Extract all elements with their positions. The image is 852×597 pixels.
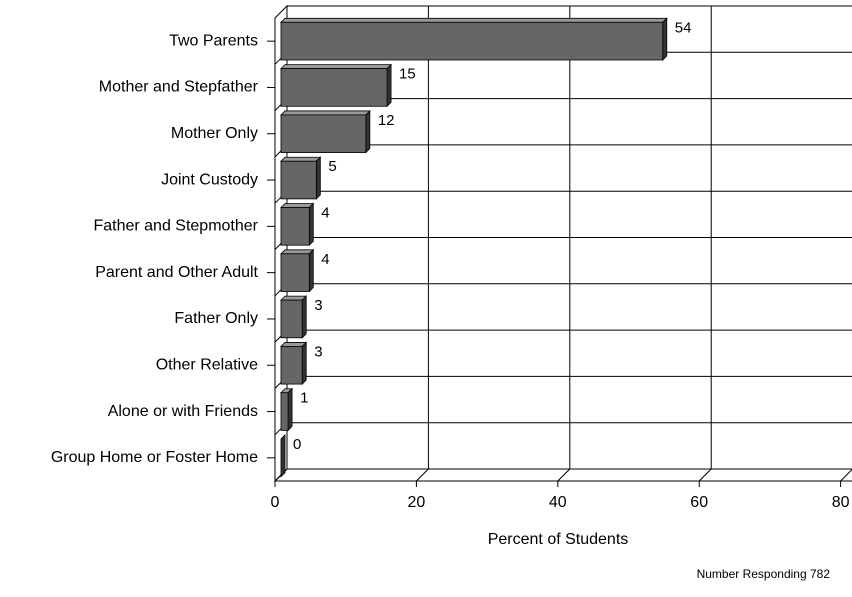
y-tick-label: Father and Stepmother [93,218,258,235]
floor-grid-line [698,468,712,482]
bar-face [280,160,317,200]
y-tick-label: Group Home or Foster Home [51,449,258,466]
x-tick-label: 60 [690,494,708,511]
value-label: 54 [675,19,692,36]
x-axis-label: Percent of Students [488,531,629,548]
floor-grid-line [557,468,571,482]
bar-face [280,299,303,339]
value-label: 12 [378,112,395,129]
value-label: 4 [321,251,329,268]
bar-face [280,346,303,385]
floor-grid-line [416,468,429,482]
y-tick-label: Two Parents [169,32,258,49]
y-tick-label: Other Relative [156,356,258,373]
bar-face [280,64,393,70]
bar [280,63,393,108]
bar-face [280,21,664,61]
value-label: 15 [399,66,416,83]
bar-face [308,202,314,247]
bar [280,156,322,200]
bar-face [280,68,388,107]
bar-face [662,17,668,61]
note: Number Responding 782 [697,567,831,581]
y-tick-label: Father Only [174,310,258,327]
bar-face [280,249,315,255]
y-tick-label: Mother Only [171,125,258,142]
bar-face [287,387,293,432]
bar-face [280,207,310,246]
y-tick-label: Alone or with Friends [108,403,258,420]
bar [280,434,286,478]
bar-face [301,295,307,339]
bar [280,295,308,339]
value-label: 3 [314,297,322,314]
bar [280,248,315,293]
value-label: 4 [321,204,329,221]
value-label: 5 [328,158,336,175]
y-tick-label: Parent and Other Adult [95,264,258,281]
value-label: 0 [293,436,301,453]
bar-face [280,17,668,23]
y-tick-label: Mother and Stepfather [99,79,259,96]
y-tick-label: Joint Custody [161,171,258,188]
floor-grid-line [840,468,852,482]
bar-face [280,392,289,431]
x-tick-label: 40 [549,494,567,511]
x-tick-label: 20 [408,494,426,511]
bar-face [280,253,310,292]
bar [280,341,308,386]
bar-face [315,156,321,200]
value-label: 3 [314,343,322,360]
bar-face [280,434,286,478]
bar [280,387,294,432]
x-tick-label: 80 [832,494,850,511]
bar-face [280,114,367,153]
bar-face [308,248,314,293]
bar-face [301,341,307,386]
bar-face [280,156,322,162]
bar-face [280,110,371,116]
bar [280,17,668,61]
bar-face [365,109,371,154]
bar [280,109,371,154]
bar-face [280,203,315,208]
x-tick-label: 0 [271,494,280,511]
value-label: 1 [300,390,308,407]
bar [280,202,315,247]
bar-face [386,63,392,108]
